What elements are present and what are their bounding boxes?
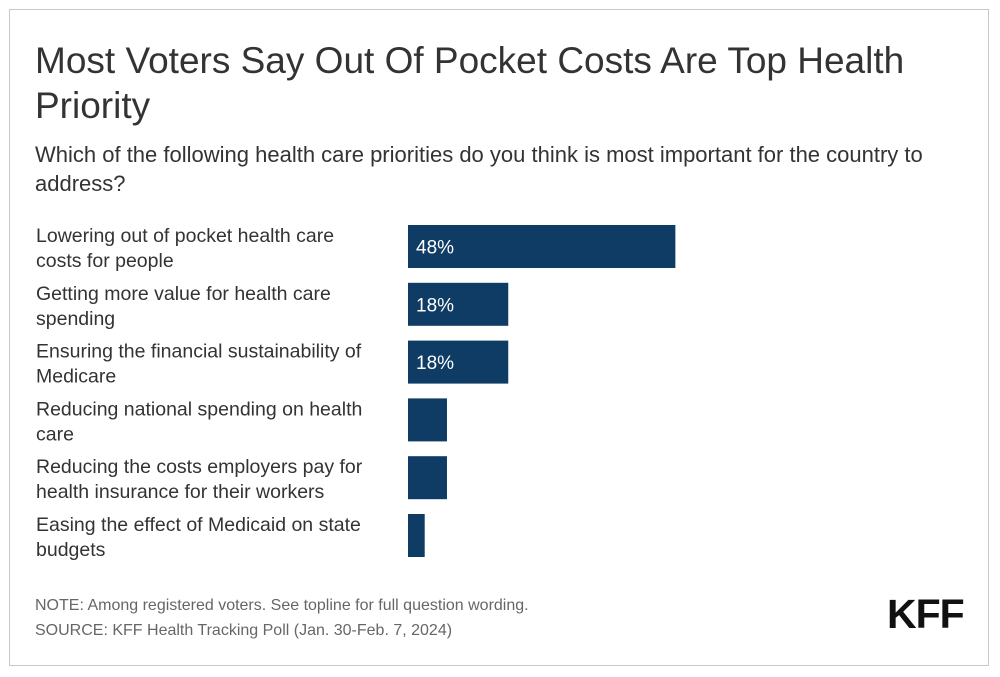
category-label-line: Easing the effect of Medicaid on state <box>36 514 361 536</box>
category-label: Reducing national spending on health care <box>36 398 362 445</box>
category-label-line: Medicare <box>36 366 116 388</box>
category-label-line: Lowering out of pocket health care <box>36 225 334 247</box>
bar-value-label: 18% <box>416 353 454 374</box>
bar <box>408 225 676 268</box>
bar-value-label: 18% <box>416 295 454 316</box>
kff-logo: KFF <box>887 591 965 637</box>
category-label-line: health insurance for their workers <box>36 481 325 503</box>
category-label-line: care <box>36 423 74 445</box>
category-label: Ensuring the financial sustainability of… <box>36 341 362 388</box>
bar-value-label: 48% <box>416 238 454 259</box>
category-label-line: Getting more value for health care <box>36 283 331 305</box>
category-label: Lowering out of pocket health care costs … <box>36 225 334 272</box>
bar <box>408 398 447 442</box>
chart-title: Most Voters Say Out Of Pocket Costs Are … <box>35 40 905 126</box>
category-label-line: spending <box>36 308 115 330</box>
chart-subtitle: Which of the following health care prior… <box>35 142 923 196</box>
category-label-line: Ensuring the financial sustainability of <box>36 341 362 363</box>
category-label: Reducing the costs employers pay for heal… <box>36 456 363 503</box>
category-label: Easing the effect of Medicaid on state bu… <box>36 514 361 561</box>
chart-frame <box>9 9 989 666</box>
category-label: Getting more value for health care spendi… <box>36 283 331 330</box>
chart-source: SOURCE: KFF Health Tracking Poll (Jan. 3… <box>35 622 453 639</box>
category-label-line: budgets <box>36 539 106 561</box>
category-label-line: costs for people <box>36 250 174 272</box>
bar <box>408 340 509 384</box>
category-label-line: Reducing national spending on health <box>36 398 362 420</box>
chart-note: NOTE: Among registered voters. See topli… <box>35 597 529 614</box>
category-label-line: Reducing the costs employers pay for <box>36 456 363 478</box>
bar <box>408 514 425 557</box>
bar <box>408 456 447 500</box>
bar <box>408 282 509 326</box>
